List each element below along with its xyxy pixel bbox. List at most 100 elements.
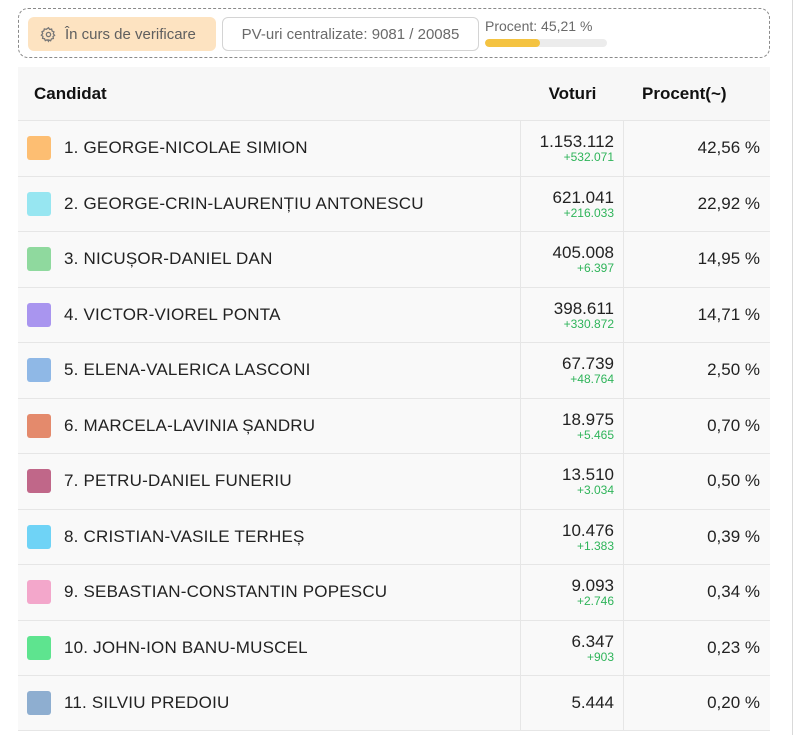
candidate-cell: 11. SILVIU PREDOIU	[18, 676, 521, 730]
votes-delta: +48.764	[570, 372, 614, 387]
progress-label: Procent: 45,21 %	[485, 18, 593, 34]
votes-delta: +903	[586, 649, 614, 664]
percent-cell: 14,71 %	[697, 304, 760, 324]
votes-cell: 13.510 +3.034	[521, 454, 624, 509]
progress-fill	[485, 39, 541, 47]
votes-value: 5.444	[571, 693, 614, 713]
table-row: 11. SILVIU PREDOIU 5.444 0,20 %	[18, 675, 770, 731]
candidate-color-swatch	[27, 580, 51, 605]
candidate-name: 8. CRISTIAN-VASILE TERHEȘ	[64, 526, 305, 546]
results-table: Candidat Voturi Procent(~) 1. GEORGE-NIC…	[18, 67, 770, 731]
header-votes: Voturi	[548, 83, 597, 103]
votes-delta: +3.034	[576, 483, 614, 498]
gear-icon	[40, 26, 56, 43]
candidate-color-swatch	[27, 690, 51, 715]
votes-cell: 5.444	[521, 676, 624, 730]
percent-cell: 42,56 %	[697, 138, 760, 158]
votes-delta: +330.872	[563, 316, 614, 331]
percent-cell: 0,70 %	[707, 415, 760, 435]
candidate-name: 10. JOHN-ION BANU-MUSCEL	[64, 637, 308, 657]
table-row: 7. PETRU-DANIEL FUNERIU 13.510 +3.034 0,50 …	[18, 453, 770, 509]
percent-cell: 0,20 %	[707, 692, 760, 712]
progress-indicator: Procent: 45,21 %	[485, 17, 609, 47]
percent-cell: 0,34 %	[707, 582, 760, 602]
table-row: 4. VICTOR-VIOREL PONTA 398.611 +330.872 14,…	[18, 286, 770, 342]
percent-cell: 0,50 %	[707, 471, 760, 491]
percent-cell: 0,23 %	[707, 637, 760, 657]
candidate-name: 4. VICTOR-VIOREL PONTA	[64, 304, 281, 324]
votes-value: 18.975	[562, 409, 614, 429]
votes-cell: 18.975 +5.465	[521, 398, 624, 453]
votes-value: 67.739	[562, 354, 614, 374]
candidate-color-swatch	[27, 191, 51, 216]
candidate-cell: 3. NICUȘOR-DANIEL DAN	[18, 232, 521, 287]
percent-cell: 14,95 %	[697, 249, 760, 269]
votes-cell: 398.611 +330.872	[521, 287, 624, 342]
votes-delta: +532.071	[563, 150, 614, 165]
candidate-color-swatch	[27, 635, 51, 660]
candidate-name: 5. ELENA-VALERICA LASCONI	[64, 360, 311, 380]
candidate-name: 6. MARCELA-LAVINIA ȘANDRU	[64, 415, 316, 435]
table-body: 1. GEORGE-NICOLAE SIMION 1.153.112 +532.07…	[18, 120, 770, 731]
candidate-cell: 8. CRISTIAN-VASILE TERHEȘ	[18, 509, 521, 564]
votes-cell: 6.347 +903	[521, 620, 624, 675]
votes-value: 9.093	[571, 576, 614, 596]
candidate-color-swatch	[27, 524, 51, 549]
candidate-name: 11. SILVIU PREDOIU	[64, 692, 230, 712]
table-row: 8. CRISTIAN-VASILE TERHEȘ 10.476 +1.383 0,3…	[18, 508, 770, 564]
candidate-color-swatch	[27, 247, 51, 272]
votes-cell: 1.153.112 +532.071	[521, 121, 624, 176]
table-header: Candidat Voturi Procent(~)	[18, 67, 770, 120]
votes-delta: +1.383	[576, 538, 614, 553]
votes-value: 13.510	[562, 465, 614, 485]
votes-cell: 67.739 +48.764	[521, 343, 624, 398]
candidate-cell: 10. JOHN-ION BANU-MUSCEL	[18, 620, 521, 675]
candidate-color-swatch	[27, 413, 51, 438]
candidate-color-swatch	[27, 469, 51, 494]
votes-value: 621.041	[552, 187, 614, 207]
votes-cell: 10.476 +1.383	[521, 509, 624, 564]
votes-value: 1.153.112	[539, 132, 614, 152]
table-row: 9. SEBASTIAN-CONSTANTIN POPESCU 9.093 +2.7…	[18, 564, 770, 620]
centralized-count: PV-uri centralizate: 9081 / 20085	[222, 17, 479, 51]
votes-delta: +6.397	[576, 261, 614, 276]
votes-delta: +2.746	[576, 594, 614, 609]
candidate-name: 9. SEBASTIAN-CONSTANTIN POPESCU	[64, 582, 388, 602]
table-row: 2. GEORGE-CRIN-LAURENȚIU ANTONESCU 621.04…	[18, 175, 770, 231]
votes-cell: 9.093 +2.746	[521, 565, 624, 620]
candidate-cell: 5. ELENA-VALERICA LASCONI	[18, 343, 521, 398]
candidate-cell: 1. GEORGE-NICOLAE SIMION	[18, 121, 521, 176]
votes-delta: +5.465	[576, 427, 614, 442]
votes-value: 6.347	[571, 631, 614, 651]
votes-value: 405.008	[552, 243, 614, 263]
candidate-cell: 2. GEORGE-CRIN-LAURENȚIU ANTONESCU	[18, 176, 521, 231]
votes-cell: 405.008 +6.397	[521, 232, 624, 287]
progress-track	[485, 39, 607, 47]
candidate-color-swatch	[27, 136, 51, 161]
candidate-name: 3. NICUȘOR-DANIEL DAN	[64, 249, 273, 269]
header-candidate: Candidat	[34, 83, 107, 103]
candidate-color-swatch	[27, 302, 51, 327]
candidate-name: 7. PETRU-DANIEL FUNERIU	[64, 471, 292, 491]
votes-value: 10.476	[562, 520, 614, 540]
verification-status-bar: În curs de verificare PV-uri centralizat…	[18, 8, 770, 58]
table-row: 6. MARCELA-LAVINIA ȘANDRU 18.975 +5.465 0,7…	[18, 397, 770, 453]
table-row: 5. ELENA-VALERICA LASCONI 67.739 +48.764 2,…	[18, 342, 770, 398]
percent-cell: 22,92 %	[697, 193, 760, 213]
votes-value: 398.611	[553, 298, 614, 318]
page-edge-divider	[792, 0, 793, 735]
header-percent: Procent(~)	[642, 83, 727, 103]
votes-delta: +216.033	[563, 205, 614, 220]
candidate-cell: 7. PETRU-DANIEL FUNERIU	[18, 454, 521, 509]
candidate-name: 1. GEORGE-NICOLAE SIMION	[64, 138, 308, 158]
table-row: 1. GEORGE-NICOLAE SIMION 1.153.112 +532.07…	[18, 120, 770, 176]
candidate-color-swatch	[27, 358, 51, 383]
candidate-name: 2. GEORGE-CRIN-LAURENȚIU ANTONESCU	[64, 193, 424, 213]
percent-cell: 2,50 %	[707, 360, 760, 380]
candidate-cell: 9. SEBASTIAN-CONSTANTIN POPESCU	[18, 565, 521, 620]
percent-cell: 0,39 %	[707, 526, 760, 546]
table-row: 3. NICUȘOR-DANIEL DAN 405.008 +6.397 14,95 …	[18, 231, 770, 287]
votes-cell: 621.041 +216.033	[521, 176, 624, 231]
verification-status-badge: În curs de verificare	[28, 17, 216, 51]
table-row: 10. JOHN-ION BANU-MUSCEL 6.347 +903 0,23 %	[18, 619, 770, 675]
